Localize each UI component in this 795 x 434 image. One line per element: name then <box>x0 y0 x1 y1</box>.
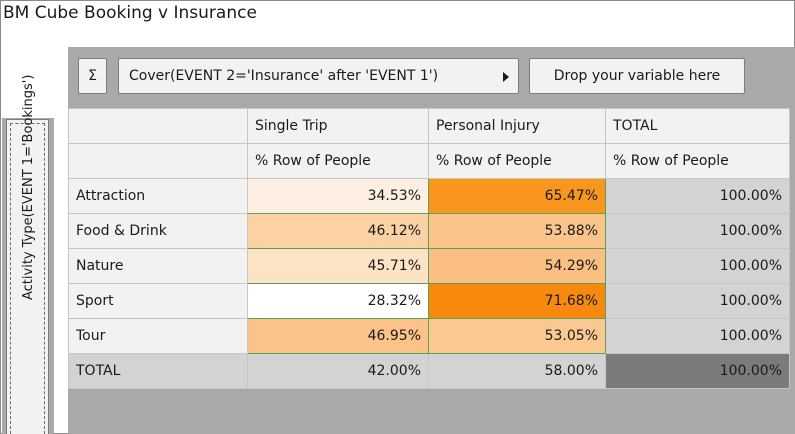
measure-header[interactable]: % Row of People <box>605 143 790 179</box>
data-cell[interactable]: 45.71% <box>247 248 429 284</box>
column-header-total[interactable]: TOTAL <box>605 108 790 144</box>
corner-cell <box>68 143 248 179</box>
row-total-cell[interactable]: 100.00% <box>605 248 790 284</box>
row-total-cell[interactable]: 100.00% <box>605 318 790 354</box>
grand-total-cell[interactable]: 100.00% <box>605 353 790 389</box>
corner-cell <box>68 108 248 144</box>
data-cell[interactable]: 46.95% <box>247 318 429 354</box>
cover-variable-chip[interactable]: Cover(EVENT 2='Insurance' after 'EVENT 1… <box>118 58 519 94</box>
total-row: TOTAL 42.00% 58.00% 100.00% <box>68 353 790 389</box>
row-label-tour[interactable]: Tour <box>68 318 248 354</box>
measure-header-row: % Row of People % Row of People % Row of… <box>68 143 790 179</box>
row-label-sport[interactable]: Sport <box>68 283 248 319</box>
window-title: BM Cube Booking v Insurance <box>3 3 257 23</box>
row-label-total[interactable]: TOTAL <box>68 353 248 389</box>
table-row: Food & Drink 46.12% 53.88% 100.00% <box>68 213 790 249</box>
row-dimension-focus-border <box>10 123 45 434</box>
row-total-cell[interactable]: 100.00% <box>605 213 790 249</box>
table-row: Sport 28.32% 71.68% 100.00% <box>68 283 790 319</box>
table-row: Tour 46.95% 53.05% 100.00% <box>68 318 790 354</box>
column-header-personal-injury[interactable]: Personal Injury <box>428 108 606 144</box>
play-arrow-icon[interactable] <box>503 72 509 82</box>
data-cell[interactable]: 65.47% <box>428 178 606 214</box>
data-cell[interactable]: 71.68% <box>428 283 606 319</box>
row-label-food-drink[interactable]: Food & Drink <box>68 213 248 249</box>
column-header-single-trip[interactable]: Single Trip <box>247 108 429 144</box>
sigma-button[interactable]: Σ <box>78 58 107 94</box>
column-total-cell[interactable]: 58.00% <box>428 353 606 389</box>
data-cell[interactable]: 54.29% <box>428 248 606 284</box>
row-dimension-chip[interactable] <box>6 119 49 434</box>
data-cell[interactable]: 28.32% <box>247 283 429 319</box>
table-row: Attraction 34.53% 65.47% 100.00% <box>68 178 790 214</box>
measure-header[interactable]: % Row of People <box>247 143 429 179</box>
measure-header[interactable]: % Row of People <box>428 143 606 179</box>
column-header-row: Single Trip Personal Injury TOTAL <box>68 108 790 144</box>
row-total-cell[interactable]: 100.00% <box>605 178 790 214</box>
cover-variable-label: Cover(EVENT 2='Insurance' after 'EVENT 1… <box>129 68 439 84</box>
row-total-cell[interactable]: 100.00% <box>605 283 790 319</box>
table-row: Nature 45.71% 54.29% 100.00% <box>68 248 790 284</box>
data-cell[interactable]: 53.05% <box>428 318 606 354</box>
data-cell[interactable]: 46.12% <box>247 213 429 249</box>
drop-variable-target[interactable]: Drop your variable here <box>529 58 745 94</box>
data-cell[interactable]: 53.88% <box>428 213 606 249</box>
crosstab-table: Single Trip Personal Injury TOTAL % Row … <box>68 108 790 389</box>
row-label-attraction[interactable]: Attraction <box>68 178 248 214</box>
column-total-cell[interactable]: 42.00% <box>247 353 429 389</box>
row-label-nature[interactable]: Nature <box>68 248 248 284</box>
data-cell[interactable]: 34.53% <box>247 178 429 214</box>
row-dimension-label: Activity Type(EVENT 1='Bookings') <box>21 74 36 300</box>
